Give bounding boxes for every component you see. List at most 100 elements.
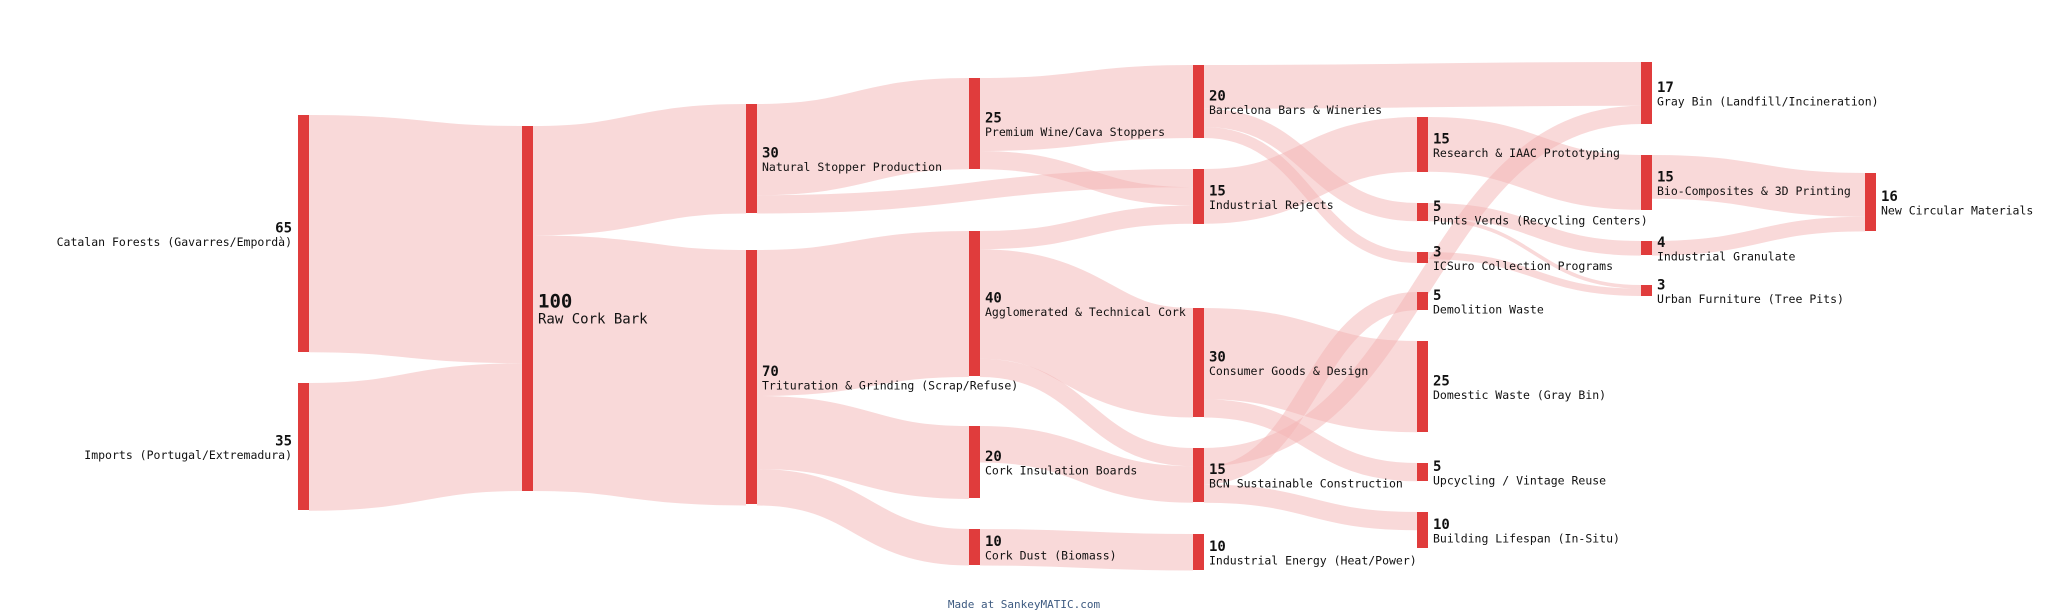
sankey-link-bcn-to-demolition [1203,292,1418,485]
sankey-node-value-bars: 20 [1209,89,1226,105]
sankey-node-label-biocomp: Bio-Composites & 3D Printing [1657,184,1851,198]
sankey-link-imports-to-bark [308,363,523,511]
sankey-node-value-lifespan: 10 [1433,517,1450,533]
sankey-node-value-bark: 100 [538,291,572,313]
sankey-node-value-furniture: 3 [1657,278,1665,294]
sankey-node-value-granulate: 4 [1657,235,1665,251]
sankey-link-bars-to-graybin [1203,62,1642,109]
sankey-node-value-premium: 25 [985,111,1002,127]
sankey-node-research [1417,117,1428,172]
sankey-node-value-demolition: 5 [1433,288,1441,304]
sankey-node-value-circular: 16 [1881,189,1898,205]
sankey-node-graybin [1641,62,1652,124]
sankey-node-imports [298,383,309,510]
sankey-node-bars [1193,65,1204,138]
sankey-node-label-rejects: Industrial Rejects [1209,198,1334,212]
sankey-link-trit-to-insul [756,396,970,499]
sankey-link-consumer-to-domestic [1203,308,1418,433]
sankey-link-consumer-to-upcycling [1203,399,1418,482]
sankey-link-punts-to-furniture [1427,217,1642,289]
sankey-node-value-rejects: 15 [1209,184,1226,200]
sankey-node-consumer [1193,308,1204,417]
sankey-node-bark [522,126,533,491]
sankey-node-natural [746,104,757,213]
sankey-link-dust-to-energy [979,529,1194,571]
sankey-link-trit-to-dust [756,469,970,566]
sankey-node-upcycling [1417,463,1428,481]
sankey-node-biocomp [1641,155,1652,210]
sankey-node-lifespan [1417,512,1428,548]
sankey-node-forests [298,115,309,352]
sankey-link-biocomp-to-circular [1651,155,1866,217]
sankey-node-value-consumer: 30 [1209,350,1226,366]
sankey-node-value-biocomp: 15 [1657,170,1674,186]
sankey-node-label-furniture: Urban Furniture (Tree Pits) [1657,292,1844,306]
sankey-node-granulate [1641,241,1652,255]
sankey-node-value-insul: 20 [985,449,1002,465]
sankey-link-trit-to-agglo [756,231,970,396]
sankey-link-research-to-biocomp [1427,117,1642,210]
sankey-node-value-forests: 65 [275,221,292,237]
sankey-node-label-energy: Industrial Energy (Heat/Power) [1209,554,1417,568]
sankey-node-label-premium: Premium Wine/Cava Stoppers [985,125,1165,139]
sankey-link-bark-to-natural [532,104,747,236]
sankey-node-furniture [1641,285,1652,296]
sankey-node-value-graybin: 17 [1657,80,1674,96]
sankey-nodes [298,62,1876,570]
sankey-node-label-insul: Cork Insulation Boards [985,464,1137,478]
sankey-link-bark-to-trit [532,235,747,506]
sankey-node-agglo [969,231,980,376]
sankey-node-value-research: 15 [1433,132,1450,148]
sankeymatic-credit: Made at SankeyMATIC.com [948,598,1101,611]
sankey-link-premium-to-bars [979,65,1194,151]
sankey-link-punts-to-granulate [1427,203,1642,256]
sankey-node-demolition [1417,292,1428,310]
sankey-link-rejects-to-research [1203,117,1418,224]
sankey-node-label-graybin: Gray Bin (Landfill/Incineration) [1657,95,1879,109]
sankey-node-punts [1417,203,1428,221]
sankey-node-value-bcn: 15 [1209,462,1226,478]
sankey-link-agglo-to-bcn [979,358,1194,467]
sankey-node-label-forests: Catalan Forests (Gavarres/Empordà) [57,235,292,249]
sankey-node-value-punts: 5 [1433,199,1441,215]
sankey-node-label-consumer: Consumer Goods & Design [1209,364,1368,378]
sankey-node-label-granulate: Industrial Granulate [1657,250,1796,264]
sankey-node-value-agglo: 40 [985,291,1002,307]
sankey-links [308,62,1866,571]
sankey-link-agglo-to-rejects [979,205,1194,250]
sankey-node-value-domestic: 25 [1433,374,1450,390]
sankey-node-domestic [1417,341,1428,432]
sankey-link-bcn-to-lifespan [1203,484,1418,531]
sankey-link-granulate-to-circular [1651,216,1866,256]
sankey-node-label-punts: Punts Verds (Recycling Centers) [1433,214,1648,228]
sankey-node-value-natural: 30 [762,146,779,162]
sankey-link-agglo-to-consumer [978,249,1195,418]
sankey-link-natural-to-premium [756,78,970,196]
sankey-node-circular [1865,173,1876,231]
sankey-node-value-icsuro: 3 [1433,245,1441,261]
sankey-node-label-demolition: Demolition Waste [1433,303,1544,317]
sankey-node-insul [969,426,980,498]
sankey-node-label-natural: Natural Stopper Production [762,160,942,174]
sankey-node-value-dust: 10 [985,534,1002,550]
sankey-link-icsuro-to-furniture [1427,252,1642,296]
sankey-node-label-domestic: Domestic Waste (Gray Bin) [1433,388,1606,402]
sankey-node-icsuro [1417,252,1428,263]
sankey-link-premium-to-rejects [979,151,1194,206]
sankey-node-label-dust: Cork Dust (Biomass) [985,549,1117,563]
sankey-node-label-bcn: BCN Sustainable Construction [1209,477,1403,491]
sankey-node-value-imports: 35 [275,434,292,450]
sankey-node-label-icsuro: ICSuro Collection Programs [1433,259,1613,273]
sankey-node-label-lifespan: Building Lifespan (In-Situ) [1433,532,1620,546]
sankey-link-insul-to-bcn [979,426,1194,503]
sankey-node-value-energy: 10 [1209,539,1226,555]
sankey-node-bcn [1193,448,1204,502]
sankey-link-forests-to-bark [308,115,523,364]
sankey-node-label-agglo: Agglomerated & Technical Cork [985,305,1186,319]
sankey-node-rejects [1193,169,1204,224]
sankey-node-label-research: Research & IAAC Prototyping [1433,146,1620,160]
sankey-node-premium [969,78,980,169]
sankey-node-label-upcycling: Upcycling / Vintage Reuse [1433,474,1606,488]
sankey-node-value-trit: 70 [762,364,779,380]
